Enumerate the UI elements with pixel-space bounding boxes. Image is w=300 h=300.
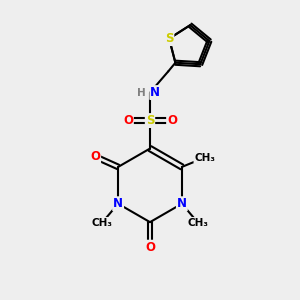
Text: O: O [167,114,177,127]
Text: N: N [150,86,160,99]
Text: H: H [137,88,146,98]
Text: S: S [146,114,154,127]
Text: CH₃: CH₃ [188,218,208,228]
Text: CH₃: CH₃ [194,152,215,163]
Text: CH₃: CH₃ [92,218,112,228]
Text: N: N [113,197,123,210]
Text: S: S [165,32,173,45]
Text: O: O [123,114,133,127]
Text: O: O [90,150,100,163]
Text: N: N [177,197,187,210]
Text: O: O [145,241,155,254]
